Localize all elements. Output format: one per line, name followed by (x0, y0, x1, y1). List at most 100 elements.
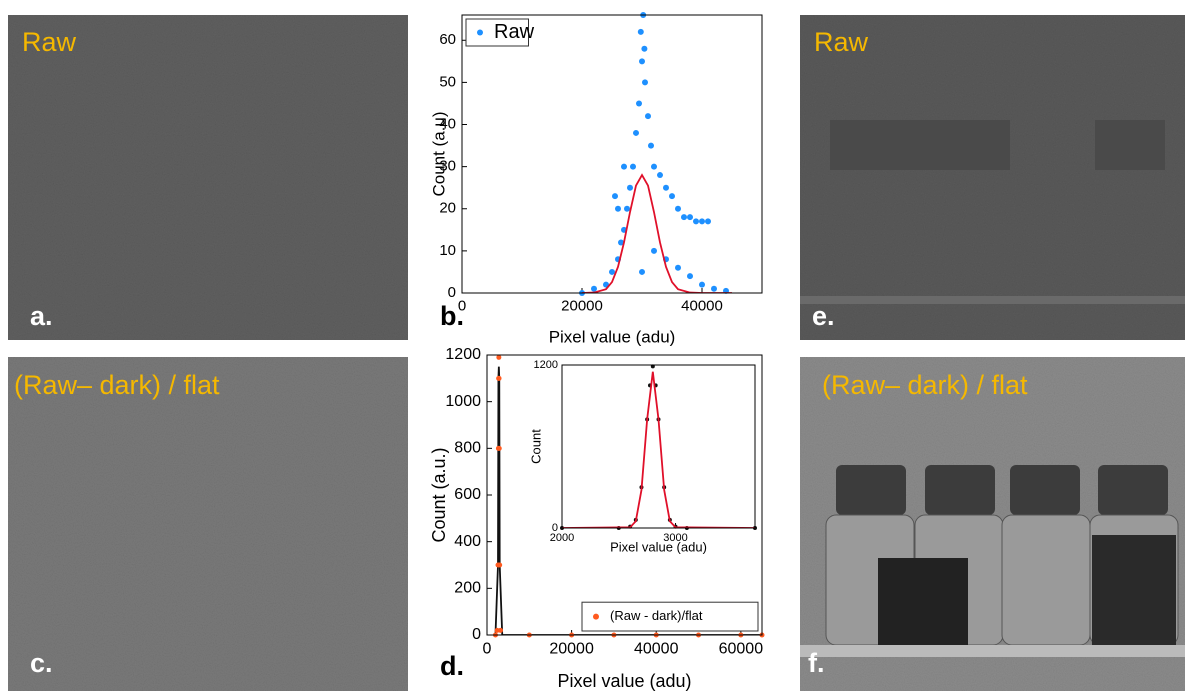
data-point (591, 285, 597, 292)
data-point (639, 268, 645, 275)
data-point (642, 79, 648, 86)
legend-box (581, 601, 759, 632)
data-point (651, 163, 657, 170)
y-tick-label: 0 (472, 626, 481, 643)
image (8, 15, 408, 340)
legend-label: (Raw - dark)/flat (610, 608, 703, 623)
data-point (612, 193, 618, 200)
panel-label: d. (440, 651, 464, 681)
panel-label: c. (30, 648, 53, 678)
shelf (800, 645, 1185, 657)
legend-box (465, 18, 529, 47)
vial-cap (1095, 120, 1165, 170)
data-point (615, 205, 621, 212)
data-point (687, 214, 693, 221)
data-point (693, 218, 699, 225)
panel-title: Raw (814, 27, 869, 57)
data-point (637, 28, 644, 35)
y-tick-label: 60 (439, 31, 456, 48)
data-point (633, 129, 639, 136)
y-tick-label: 50 (439, 73, 456, 90)
data-point (498, 627, 504, 633)
y-tick-label: 1200 (534, 359, 558, 371)
data-point (657, 172, 663, 179)
y-tick-label: 0 (552, 522, 558, 534)
y-tick-label: 600 (454, 486, 481, 503)
x-tick-label: 2000 (550, 532, 574, 544)
fit-line (494, 366, 762, 635)
image (8, 357, 408, 691)
y-axis-label: Count (a.u) (429, 111, 448, 196)
data-point (630, 163, 636, 170)
y-tick-label: 200 (454, 580, 481, 597)
data-point (609, 268, 615, 275)
fit-line (581, 173, 732, 293)
dark-sample (1092, 535, 1176, 645)
x-tick-label: 20000 (549, 641, 594, 658)
data-point (645, 113, 651, 120)
plot-area (462, 15, 762, 293)
x-tick-label: 20000 (561, 297, 603, 314)
chart: 2000 3000 0 1200 Pixel value (adu) Count (528, 359, 757, 554)
data-point (496, 445, 502, 451)
data-point (669, 193, 675, 200)
y-tick-label: 0 (448, 284, 456, 301)
panel-label: b. (440, 301, 464, 331)
panel-title: (Raw– dark) / flat (14, 370, 220, 400)
y-tick-label: 400 (454, 533, 481, 550)
plot-frame (461, 14, 763, 294)
y-tick-label: 30 (439, 158, 456, 175)
y-axis-label: Count (528, 429, 543, 464)
chart: 0 20000 40000 0 10 20 30 40 50 60 Pixel value (adu… (429, 12, 763, 346)
data-point (711, 285, 717, 292)
fit-line (562, 371, 755, 528)
panel-f: (Raw– dark) / flat f. (800, 357, 1185, 691)
data-point (699, 281, 705, 288)
data-point (699, 218, 705, 225)
x-tick-label: 40000 (681, 297, 723, 314)
image (800, 15, 1185, 340)
data-point (618, 239, 624, 246)
data-point (687, 273, 693, 280)
x-tick-label: 40000 (634, 641, 679, 658)
y-tick-label: 40 (439, 115, 456, 132)
data-point (496, 375, 502, 381)
y-tick-label: 800 (454, 440, 481, 457)
legend-marker (593, 613, 599, 620)
y-tick-label: 20 (439, 200, 456, 217)
data-point (648, 142, 654, 149)
data-point (639, 58, 645, 65)
y-axis-label: Count (a.u.) (429, 447, 449, 542)
panel-e: Raw e. (800, 15, 1185, 340)
data-point (497, 562, 503, 568)
vial-caps (836, 465, 1168, 515)
y-tick-label: 1200 (445, 346, 481, 363)
y-tick-label: 1000 (445, 393, 481, 410)
x-axis-label: Pixel value (adu) (549, 327, 676, 346)
legend-marker (477, 29, 483, 36)
legend-label: Raw (494, 21, 535, 43)
vial-caps (830, 120, 1010, 170)
plot-frame (561, 364, 756, 529)
data-point (641, 45, 648, 52)
data-point (621, 163, 627, 170)
y-tick-label: 10 (439, 242, 456, 259)
x-axis-label: Pixel value (adu) (610, 539, 707, 554)
panel-label: a. (30, 301, 53, 331)
panel-a: Raw a. (8, 15, 408, 340)
panel-label: e. (812, 301, 835, 331)
data-point (624, 205, 630, 212)
x-axis-label: Pixel value (adu) (557, 671, 691, 691)
data-point (651, 247, 657, 254)
data-point (675, 264, 681, 271)
data-point (675, 205, 681, 212)
x-tick-label: 3000 (663, 532, 687, 544)
panel-label: f. (808, 648, 825, 678)
panel-c: (Raw– dark) / flat c. (8, 357, 408, 691)
panel-title: Raw (22, 27, 77, 57)
data-point (636, 100, 642, 107)
panel-title: (Raw– dark) / flat (822, 370, 1028, 400)
shelf (800, 296, 1185, 304)
x-tick-label: 0 (483, 641, 492, 658)
